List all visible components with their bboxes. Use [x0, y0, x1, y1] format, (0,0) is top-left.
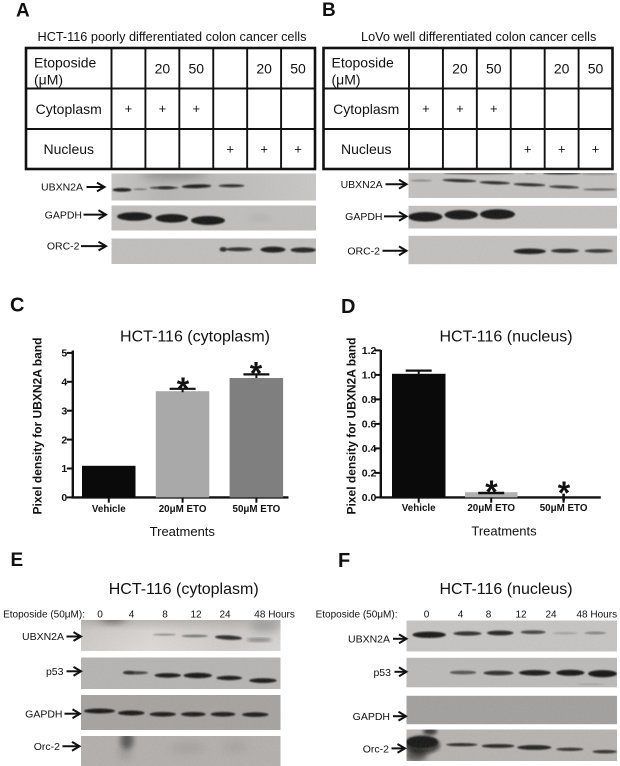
svg-text:0: 0: [61, 492, 67, 504]
svg-text:20μM ETO: 20μM ETO: [467, 503, 515, 514]
svg-text:p53: p53: [46, 666, 64, 678]
svg-text:F: F: [338, 550, 350, 572]
svg-text:Treatments: Treatments: [150, 524, 216, 539]
svg-text:Nucleus: Nucleus: [341, 141, 392, 157]
svg-text:+: +: [456, 101, 464, 116]
svg-text:GAPDH: GAPDH: [345, 211, 382, 223]
svg-text:HCT-116 (cytoplasm): HCT-116 (cytoplasm): [109, 581, 259, 598]
svg-text:20: 20: [256, 60, 272, 76]
svg-text:0.6: 0.6: [362, 419, 377, 431]
svg-text:GAPDH: GAPDH: [45, 209, 82, 221]
svg-text:HCT-116 (nucleus): HCT-116 (nucleus): [439, 581, 572, 598]
svg-text:B: B: [322, 0, 336, 21]
svg-text:*: *: [485, 474, 498, 510]
svg-text:+: +: [260, 141, 268, 156]
svg-text:+: +: [524, 141, 532, 156]
svg-text:GAPDH: GAPDH: [25, 709, 62, 721]
svg-text:24: 24: [219, 609, 231, 620]
svg-text:0: 0: [97, 609, 103, 620]
svg-text:Etoposide: Etoposide: [332, 55, 394, 71]
svg-text:GAPDH: GAPDH: [353, 711, 390, 723]
svg-text:0.8: 0.8: [362, 394, 377, 406]
svg-text:+: +: [226, 141, 234, 156]
svg-text:3: 3: [61, 405, 67, 417]
svg-text:48 Hours: 48 Hours: [254, 609, 295, 620]
svg-text:48 Hours: 48 Hours: [577, 609, 618, 620]
svg-text:1.0: 1.0: [362, 370, 377, 382]
svg-text:Etoposide (50μM):: Etoposide (50μM):: [316, 609, 398, 620]
svg-text:50: 50: [290, 60, 306, 76]
svg-text:UBXN2A: UBXN2A: [41, 181, 83, 193]
svg-text:5: 5: [61, 348, 67, 360]
svg-text:1.2: 1.2: [362, 345, 377, 357]
svg-text:(μM): (μM): [332, 72, 361, 88]
svg-text:HCT-116 (cytoplasm): HCT-116 (cytoplasm): [120, 329, 270, 346]
svg-text:20: 20: [554, 60, 570, 76]
svg-text:LoVo well differentiated colon: LoVo well differentiated colon cancer ce…: [361, 30, 596, 44]
svg-text:UBXN2A: UBXN2A: [341, 179, 383, 191]
svg-text:0.0: 0.0: [362, 492, 377, 504]
svg-text:UBXN2A: UBXN2A: [22, 631, 64, 643]
svg-text:20: 20: [452, 60, 468, 76]
svg-text:Pixel density for UBXN2A band: Pixel density for UBXN2A band: [31, 338, 45, 515]
svg-text:+: +: [490, 101, 498, 116]
svg-text:Pixel density for UBXN2A band: Pixel density for UBXN2A band: [345, 338, 359, 515]
svg-text:4: 4: [129, 609, 135, 620]
svg-text:Nucleus: Nucleus: [43, 141, 94, 157]
svg-text:HCT-116 poorly differentiated: HCT-116 poorly differentiated colon canc…: [38, 30, 307, 44]
svg-text:2: 2: [61, 434, 67, 446]
svg-text:12: 12: [515, 609, 527, 620]
svg-text:Vehicle: Vehicle: [402, 503, 436, 514]
svg-text:Treatments: Treatments: [471, 523, 537, 538]
svg-text:*: *: [177, 371, 190, 407]
svg-text:0.4: 0.4: [362, 443, 377, 455]
svg-text:C: C: [10, 295, 24, 317]
svg-text:20μM ETO: 20μM ETO: [159, 504, 207, 515]
svg-text:4: 4: [458, 609, 464, 620]
svg-text:p53: p53: [373, 667, 391, 679]
svg-text:+: +: [159, 101, 167, 116]
svg-text:Etoposide: Etoposide: [34, 55, 96, 71]
svg-text:+: +: [558, 141, 566, 156]
svg-text:50: 50: [486, 60, 502, 76]
svg-text:50: 50: [189, 60, 205, 76]
svg-text:1: 1: [61, 463, 67, 475]
svg-text:*: *: [558, 475, 571, 511]
svg-text:0: 0: [424, 609, 430, 620]
svg-text:12: 12: [190, 609, 202, 620]
svg-text:20: 20: [155, 60, 171, 76]
svg-text:HCT-116 (nucleus): HCT-116 (nucleus): [439, 329, 572, 346]
svg-text:E: E: [11, 550, 24, 571]
svg-text:0.2: 0.2: [362, 468, 377, 480]
svg-text:Cytoplasm: Cytoplasm: [36, 101, 102, 117]
svg-text:+: +: [592, 141, 600, 156]
svg-text:+: +: [294, 141, 302, 156]
svg-text:A: A: [16, 1, 30, 22]
svg-text:ORC-2: ORC-2: [47, 241, 80, 253]
svg-text:D: D: [341, 296, 355, 318]
svg-text:+: +: [422, 101, 430, 116]
svg-text:Etoposide (50μM):: Etoposide (50μM):: [3, 609, 85, 620]
svg-text:UBXN2A: UBXN2A: [348, 634, 390, 646]
svg-text:4: 4: [61, 377, 67, 389]
svg-text:Orc-2: Orc-2: [363, 744, 389, 756]
svg-text:50: 50: [588, 60, 604, 76]
svg-text:8: 8: [162, 609, 168, 620]
svg-text:ORC-2: ORC-2: [347, 245, 380, 257]
svg-text:Orc-2: Orc-2: [34, 741, 60, 753]
svg-text:(μM): (μM): [34, 72, 63, 88]
svg-text:+: +: [125, 101, 133, 116]
svg-text:50μM ETO: 50μM ETO: [540, 503, 588, 514]
svg-text:24: 24: [545, 609, 557, 620]
svg-text:Vehicle: Vehicle: [92, 504, 126, 515]
svg-text:Cytoplasm: Cytoplasm: [333, 101, 399, 117]
svg-text:8: 8: [486, 609, 492, 620]
svg-text:50μM ETO: 50μM ETO: [233, 504, 281, 515]
svg-text:*: *: [250, 356, 263, 392]
svg-text:+: +: [192, 101, 200, 116]
